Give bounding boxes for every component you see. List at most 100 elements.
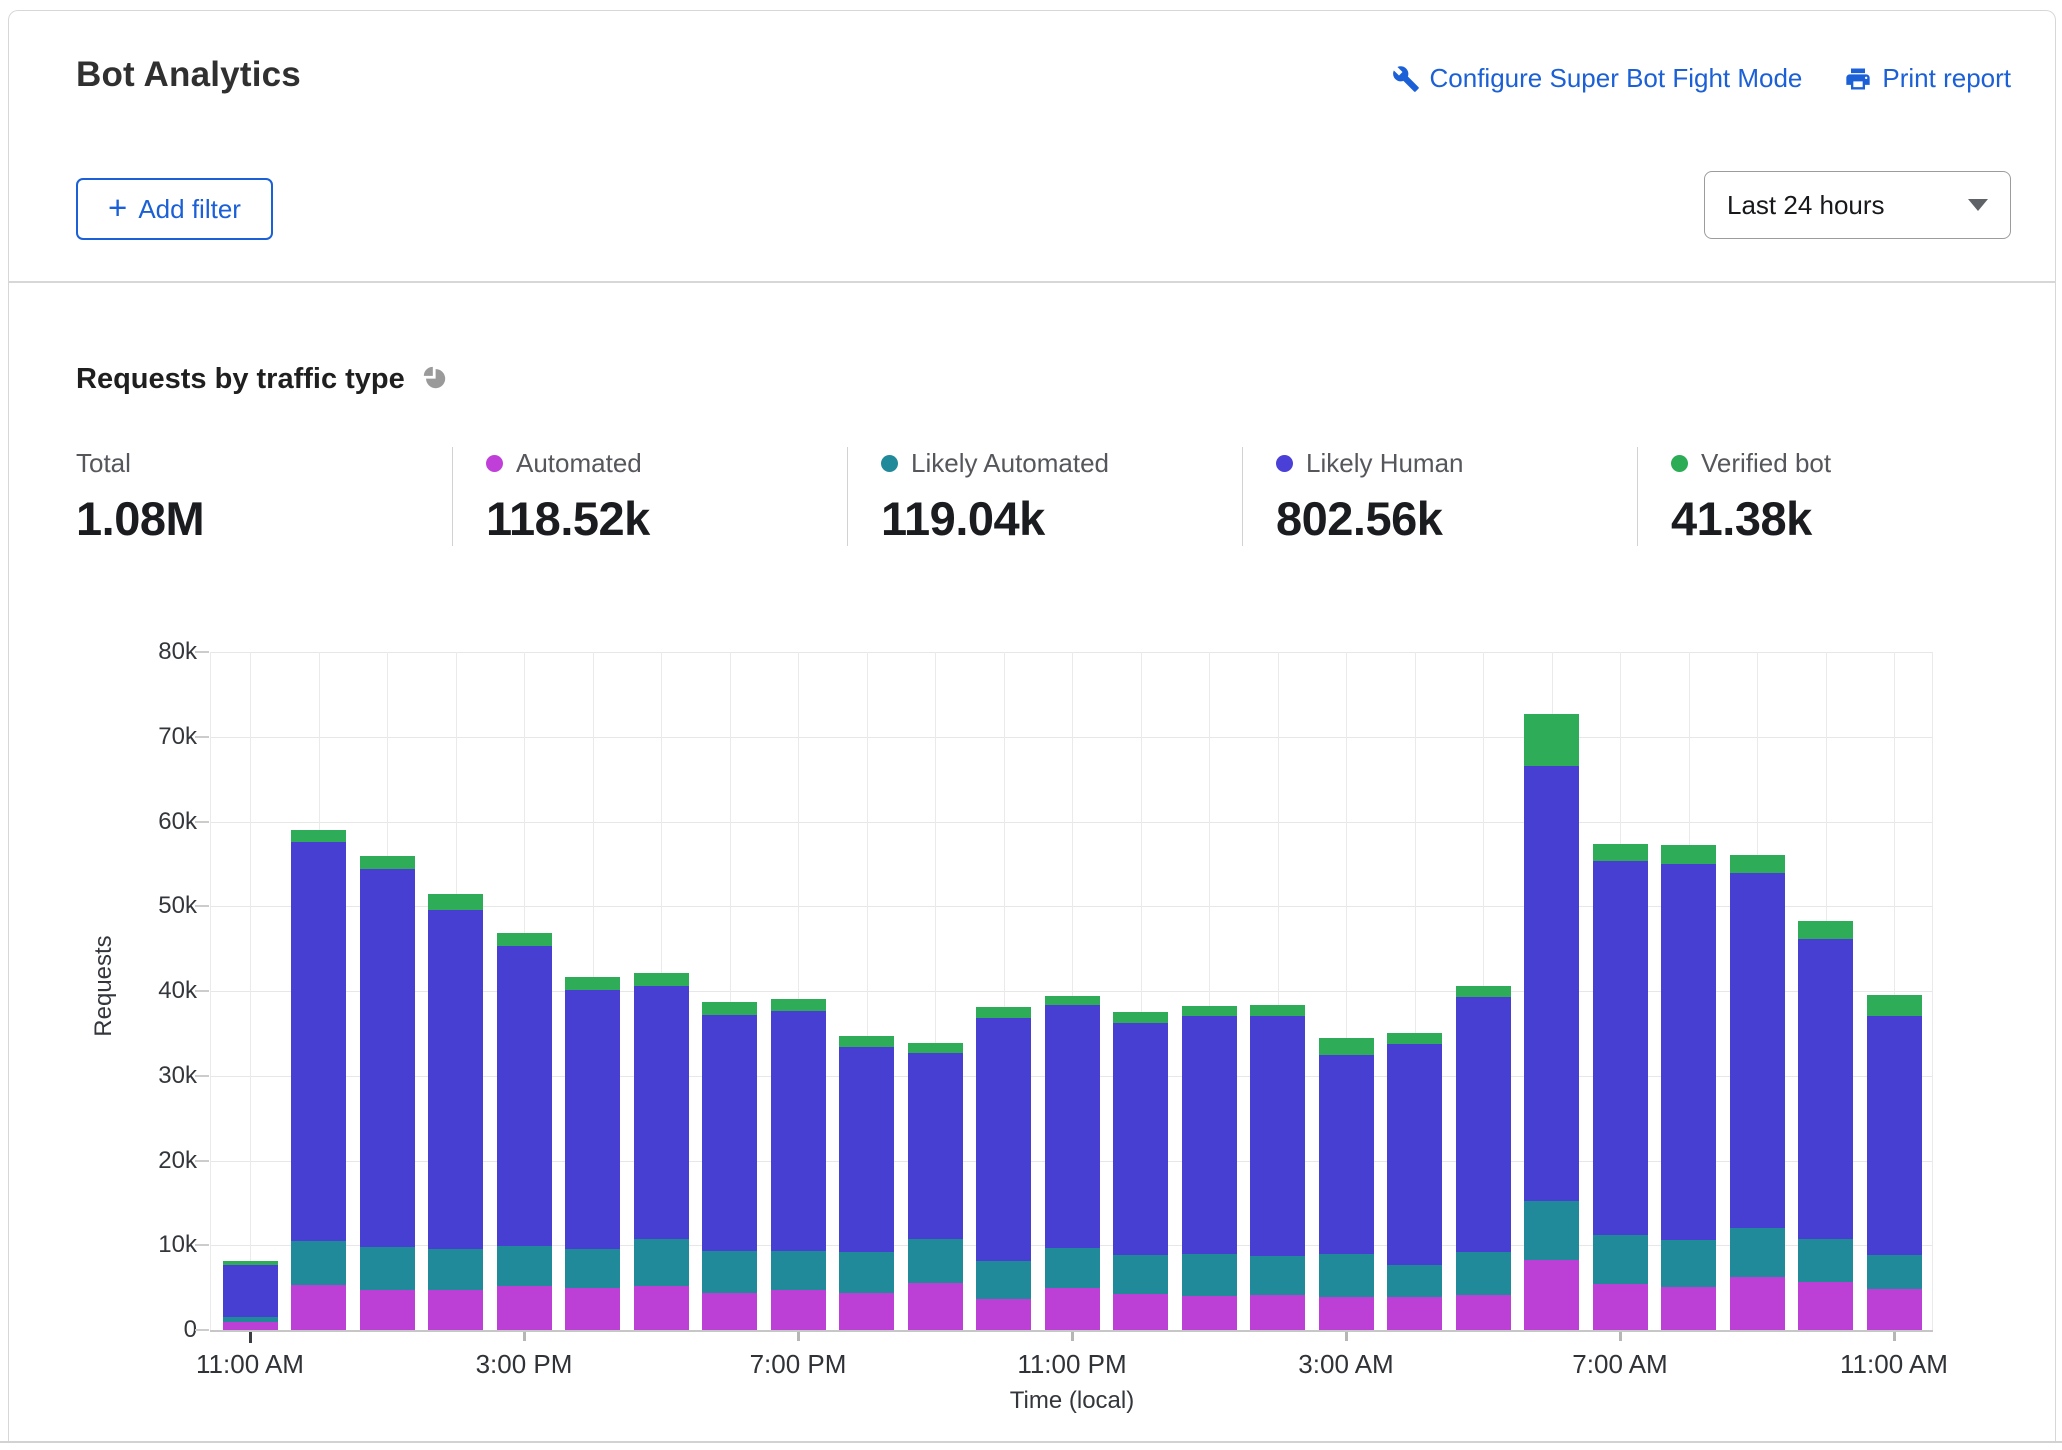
bar-4-3-00-pm[interactable] [497,933,552,1330]
x-tick-mark-2 [797,1332,800,1341]
segment-likely-automated [1524,1201,1579,1259]
stat-label: Verified bot [1701,448,1831,479]
segment-verified-bot [1113,1012,1168,1023]
bar-19-6-00-am[interactable] [1524,714,1579,1330]
pie-chart-icon [421,364,448,396]
stat-label: Likely Automated [911,448,1109,479]
bar-5-4-00-pm[interactable] [565,977,620,1330]
stat-total: Total 1.08M [76,447,452,546]
segment-automated [1661,1287,1716,1330]
bar-2-1-00-pm[interactable] [360,856,415,1330]
segment-automated [565,1288,620,1330]
y-tick-label-40k: 40k [107,976,197,1006]
bar-6-5-00-pm[interactable] [634,973,689,1330]
segment-likely-human [1182,1016,1237,1253]
x-tick-label-3-00-pm-1: 3:00 PM [434,1348,614,1380]
y-tick-mark-70k [195,736,209,738]
stats-legend-row: Total1.08MAutomated118.52kLikely Automat… [76,447,1997,546]
segment-likely-human [1524,766,1579,1201]
segment-likely-automated [428,1249,483,1291]
bar-3-2-00-pm[interactable] [428,894,483,1330]
segment-automated [634,1286,689,1330]
time-range-select[interactable]: Last 24 hours [1704,171,2011,239]
segment-likely-automated [1798,1239,1853,1281]
segment-verified-bot [839,1036,894,1047]
x-axis-title: Time (local) [922,1387,1222,1415]
segment-likely-human [291,842,346,1241]
segment-likely-automated [1867,1255,1922,1288]
y-tick-mark-40k [195,990,209,992]
segment-automated [360,1290,415,1330]
y-tick-mark-10k [195,1244,209,1246]
segment-likely-automated [565,1249,620,1289]
segment-likely-automated [1250,1256,1305,1295]
bar-8-7-00-pm[interactable] [771,999,826,1330]
bar-21-8-00-am[interactable] [1661,845,1716,1330]
segment-likely-human [771,1011,826,1251]
y-tick-label-60k: 60k [107,807,197,837]
segment-verified-bot [1867,995,1922,1016]
stat-value: 41.38k [1671,491,1997,546]
wrench-icon [1392,65,1420,93]
segment-likely-human [908,1053,963,1239]
segment-likely-human [565,990,620,1248]
bar-10-9-00-pm[interactable] [908,1043,963,1330]
y-tick-label-30k: 30k [107,1061,197,1091]
segment-likely-human [1593,861,1648,1235]
bar-22-9-00-am[interactable] [1730,855,1785,1330]
segment-verified-bot [360,856,415,869]
segment-likely-automated [291,1241,346,1285]
bar-17-4-00-am[interactable] [1387,1033,1442,1330]
segment-verified-bot [1593,844,1648,861]
segment-automated [702,1293,757,1330]
segment-likely-human [702,1015,757,1251]
bar-13-12-00-am[interactable] [1113,1012,1168,1330]
segment-automated [976,1299,1031,1330]
stat-verified-bot: Verified bot 41.38k [1637,447,1997,546]
add-filter-button[interactable]: + Add filter [76,178,273,240]
header-divider [9,281,2055,283]
x-tick-label-11-00-pm-3: 11:00 PM [982,1348,1162,1380]
bar-12-11-00-pm[interactable] [1045,996,1100,1330]
stat-label-row: Automated [486,447,847,479]
segment-likely-automated [1730,1228,1785,1277]
segment-likely-automated [908,1239,963,1283]
segment-likely-automated [1045,1248,1100,1288]
section-heading-row: Requests by traffic type [76,363,448,396]
segment-automated [1319,1297,1374,1330]
stat-likely-human: Likely Human802.56k [1242,447,1637,546]
stat-likely-automated: Likely Automated119.04k [847,447,1242,546]
bar-15-2-00-am[interactable] [1250,1005,1305,1330]
stat-value: 1.08M [76,491,452,546]
bar-9-8-00-pm[interactable] [839,1036,894,1330]
bar-14-1-00-am[interactable] [1182,1006,1237,1330]
segment-verified-bot [428,894,483,910]
bar-23-10-00-am[interactable] [1798,921,1853,1330]
x-tick-mark-0 [249,1332,252,1343]
bar-11-10-00-pm[interactable] [976,1007,1031,1330]
bar-0-11-00-am[interactable] [223,1261,278,1330]
segment-verified-bot [771,999,826,1012]
bar-1-12-00-pm[interactable] [291,830,346,1330]
stat-label-row: Total [76,447,452,479]
segment-automated [1045,1288,1100,1330]
printer-icon [1844,65,1872,93]
bar-7-6-00-pm[interactable] [702,1002,757,1330]
stat-label: Total [76,448,131,479]
segment-verified-bot [291,830,346,842]
bar-18-5-00-am[interactable] [1456,986,1511,1330]
likely-automated-legend-dot [881,455,898,472]
segment-verified-bot [1319,1038,1374,1054]
x-tick-mark-6 [1893,1332,1896,1341]
configure-super-bot-fight-mode-link[interactable]: Configure Super Bot Fight Mode [1392,63,1803,94]
segment-automated [908,1283,963,1330]
x-tick-label-3-00-am-4: 3:00 AM [1256,1348,1436,1380]
bar-16-3-00-am[interactable] [1319,1038,1374,1330]
segment-verified-bot [1045,996,1100,1005]
page-title: Bot Analytics [76,55,301,95]
y-tick-mark-0 [195,1329,209,1331]
stat-value: 802.56k [1276,491,1637,546]
bar-20-7-00-am[interactable] [1593,844,1648,1330]
print-report-link[interactable]: Print report [1844,63,2011,94]
bar-24-11-00-am[interactable] [1867,995,1922,1330]
